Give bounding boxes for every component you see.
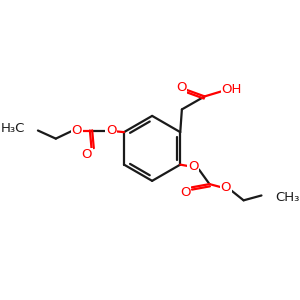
Text: OH: OH xyxy=(221,83,242,96)
Text: O: O xyxy=(188,160,199,173)
Text: O: O xyxy=(180,186,190,199)
Text: O: O xyxy=(106,124,116,137)
Text: O: O xyxy=(81,148,92,161)
Text: O: O xyxy=(176,81,186,94)
Text: CH₃: CH₃ xyxy=(275,190,300,204)
Text: O: O xyxy=(220,181,231,194)
Text: H₃C: H₃C xyxy=(1,122,25,135)
Text: O: O xyxy=(72,124,82,137)
